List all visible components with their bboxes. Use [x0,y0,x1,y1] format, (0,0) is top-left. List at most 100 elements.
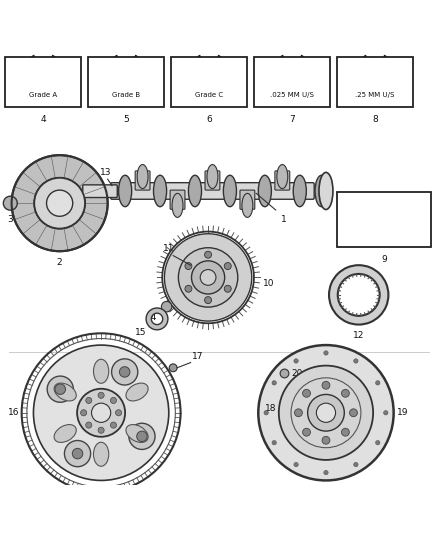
Circle shape [72,448,83,459]
FancyBboxPatch shape [240,190,255,209]
Ellipse shape [223,175,237,207]
Circle shape [34,178,85,229]
Text: 2: 2 [57,258,63,267]
FancyBboxPatch shape [83,185,117,198]
Ellipse shape [137,165,148,189]
Bar [5,57,81,107]
Circle shape [272,440,276,445]
Circle shape [354,359,358,363]
Circle shape [303,429,311,436]
Circle shape [55,384,66,394]
Circle shape [279,366,373,460]
Text: .025 MM U/S: .025 MM U/S [270,92,314,99]
Circle shape [280,369,289,378]
Circle shape [376,381,380,385]
Circle shape [185,285,192,292]
Circle shape [81,410,87,416]
Text: Grade C: Grade C [195,92,223,99]
Bar [171,57,247,107]
Ellipse shape [126,383,148,401]
Bar [88,57,164,107]
Ellipse shape [293,175,306,207]
Circle shape [120,367,130,377]
Ellipse shape [119,175,132,207]
Ellipse shape [126,425,148,442]
Circle shape [224,285,231,292]
Text: 11: 11 [163,245,174,253]
FancyBboxPatch shape [111,183,314,199]
Circle shape [116,410,122,416]
Circle shape [47,376,74,402]
Text: 20: 20 [291,369,302,378]
Text: 5: 5 [124,115,129,124]
Circle shape [294,409,302,417]
Ellipse shape [93,442,109,466]
Circle shape [110,398,117,403]
Circle shape [294,463,298,467]
Circle shape [86,398,92,403]
Circle shape [258,345,394,480]
Text: Grade B: Grade B [112,92,140,99]
Circle shape [200,270,216,285]
Ellipse shape [258,175,272,207]
Text: 12: 12 [353,331,364,340]
Circle shape [33,345,169,480]
Circle shape [185,263,192,270]
Circle shape [224,263,231,270]
Circle shape [324,351,328,355]
Text: 1: 1 [281,215,287,224]
Circle shape [164,234,252,321]
FancyBboxPatch shape [170,190,185,209]
Wedge shape [146,308,168,330]
Bar [337,57,413,107]
Ellipse shape [319,172,333,209]
FancyBboxPatch shape [275,171,290,190]
Text: 3: 3 [7,215,13,224]
Circle shape [322,381,330,389]
Circle shape [112,359,138,385]
Circle shape [303,390,311,397]
Circle shape [350,409,357,417]
Circle shape [307,394,344,431]
Circle shape [92,403,111,422]
Ellipse shape [242,193,253,217]
Text: 19: 19 [397,408,409,417]
Text: 7: 7 [289,115,295,124]
Circle shape [98,427,104,433]
Circle shape [137,431,147,441]
Bar [337,192,431,247]
Circle shape [64,440,91,467]
Text: 15: 15 [134,328,146,337]
Circle shape [376,440,380,445]
FancyBboxPatch shape [205,171,220,190]
Ellipse shape [153,175,166,207]
Wedge shape [12,155,108,251]
Circle shape [129,423,155,449]
Circle shape [384,410,388,415]
Circle shape [86,422,92,428]
Circle shape [191,261,225,294]
Circle shape [342,429,350,436]
FancyBboxPatch shape [135,171,150,190]
Text: 6: 6 [206,115,212,124]
Circle shape [316,403,336,422]
Circle shape [98,392,104,398]
Circle shape [205,251,212,258]
Text: 8: 8 [372,115,378,124]
Text: 16: 16 [8,408,19,417]
Text: 14: 14 [146,313,157,322]
Circle shape [272,381,276,385]
Text: 18: 18 [265,404,277,413]
Ellipse shape [207,165,218,189]
Ellipse shape [172,193,183,217]
Wedge shape [329,265,389,325]
Text: Grade A: Grade A [29,92,57,99]
Ellipse shape [277,165,288,189]
Ellipse shape [315,175,328,207]
Ellipse shape [188,175,201,207]
Circle shape [205,297,212,304]
Text: 13: 13 [100,167,111,176]
Circle shape [324,471,328,475]
Text: 10: 10 [263,279,274,288]
Circle shape [110,422,117,428]
